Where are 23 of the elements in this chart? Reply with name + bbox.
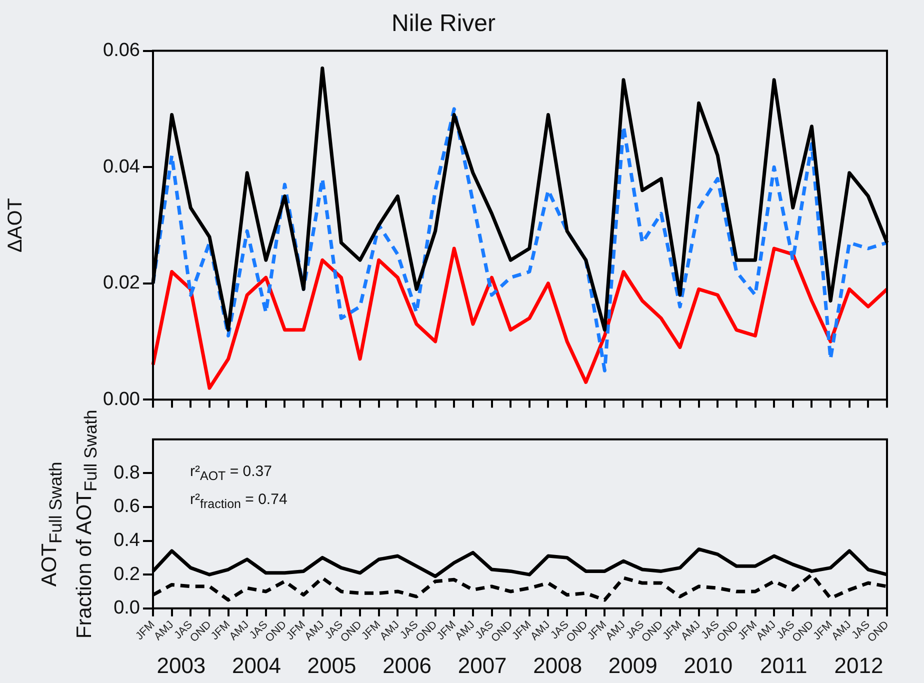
y-tick-label: 0.04	[103, 156, 140, 178]
text: 2005	[307, 653, 356, 679]
text: 2008	[533, 653, 582, 679]
y-tick-label: 0.00	[103, 388, 140, 410]
text: 2009	[608, 653, 658, 679]
text: 2003	[156, 653, 206, 679]
y-tick-label: 0.06	[103, 40, 140, 62]
y-axis-title: ΔAOT	[4, 198, 27, 252]
text: 2010	[684, 653, 733, 679]
annotation: r²$_{AOT}$ = 0.37	[190, 463, 272, 484]
y-tick-label: 0.0	[114, 598, 140, 619]
y-tick-label: 0.02	[103, 272, 140, 294]
text: 2007	[458, 653, 507, 679]
text: 2012	[834, 653, 884, 679]
y-tick-label: 0.4	[114, 530, 140, 552]
y-tick-label: 0.2	[114, 564, 140, 585]
y-tick-label: 0.8	[114, 462, 140, 484]
annotation: r²$_{fraction}$ = 0.74	[190, 491, 288, 512]
text: 2006	[382, 653, 432, 679]
chart-title: Nile River	[391, 10, 496, 38]
text: 2004	[232, 653, 281, 679]
y-tick-label: 0.6	[114, 496, 140, 518]
text: 2011	[760, 653, 808, 679]
